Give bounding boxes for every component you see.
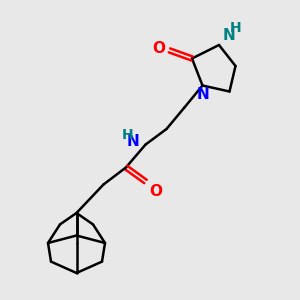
Text: O: O (150, 184, 163, 199)
Text: N: N (223, 28, 236, 43)
Text: O: O (152, 41, 165, 56)
Text: H: H (121, 128, 133, 142)
Text: N: N (196, 87, 209, 102)
Text: N: N (127, 134, 140, 149)
Text: H: H (230, 21, 241, 35)
